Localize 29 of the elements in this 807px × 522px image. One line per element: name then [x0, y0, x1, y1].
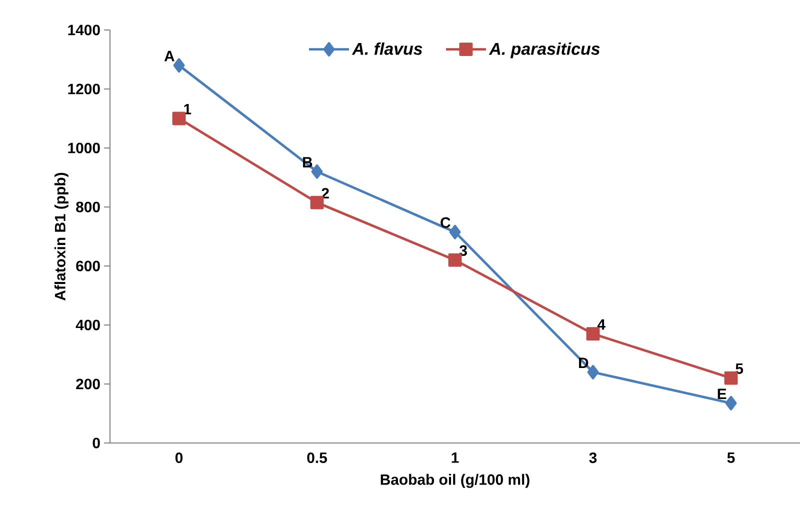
annotation: 5	[736, 363, 744, 374]
annotation: C	[440, 217, 450, 228]
annotation: E	[718, 388, 726, 399]
x-tick-label: 1	[452, 452, 459, 463]
annotation: 3	[460, 245, 467, 256]
legend-label: A. parasiticus	[488, 42, 600, 58]
y-tick-label: 200	[76, 378, 100, 390]
annotation: A	[164, 50, 174, 62]
y-axis-title: Aflatoxin B1 (ppb)	[54, 172, 68, 300]
y-tick-label: 1000	[68, 142, 100, 154]
point	[173, 58, 185, 73]
x-tick-label: 5	[727, 452, 735, 463]
x-tick-label: 0.5	[307, 452, 327, 464]
point	[725, 396, 737, 410]
legend-label: A. flavus	[352, 42, 422, 55]
y-tick-label: 0	[92, 438, 100, 448]
point	[172, 112, 186, 126]
y-tick-label: 800	[76, 202, 100, 212]
y-tick-label: 1200	[68, 84, 100, 94]
point	[449, 224, 461, 240]
x-tick-label: 3	[589, 452, 597, 464]
point	[311, 164, 323, 179]
x-tick-label: 0	[175, 452, 183, 464]
y-tick-label: 1400	[68, 24, 100, 36]
x-axis-title: Baobab oil (g/100 ml)	[380, 474, 530, 488]
annotation: 4	[597, 319, 606, 330]
y-tick-label: 400	[76, 320, 100, 330]
y-tick-label: 600	[76, 260, 100, 272]
point	[587, 364, 599, 380]
